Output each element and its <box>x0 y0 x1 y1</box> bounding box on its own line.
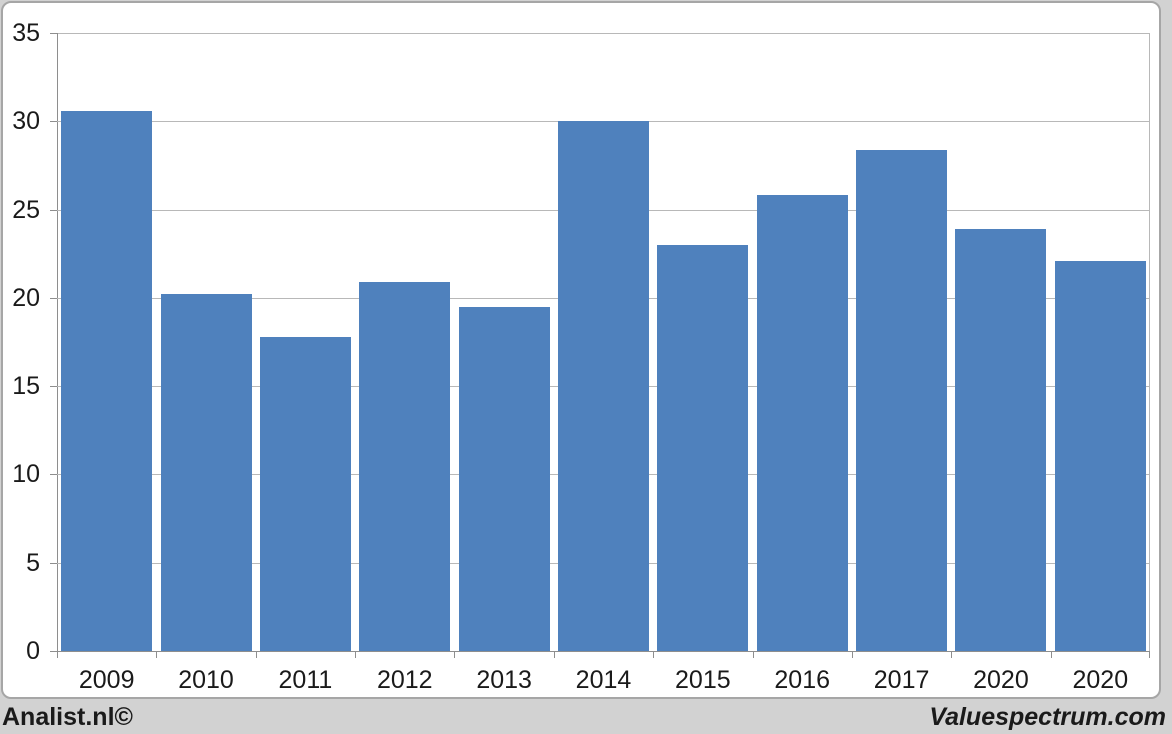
x-axis-label: 2011 <box>278 666 333 694</box>
bar <box>657 244 749 651</box>
x-axis-label: 2020 <box>1072 666 1129 694</box>
y-axis-line <box>57 33 58 652</box>
bar <box>1054 260 1146 651</box>
plot-area: 0 5 10 15 20 25 30 35 2009 2010 2011 2012 2013 2014 20… <box>12 20 1150 694</box>
y-axis-label: 35 <box>12 19 40 47</box>
x-axis-tick <box>753 652 754 658</box>
x-axis-label: 2010 <box>178 666 234 694</box>
x-axis-tick <box>554 652 555 658</box>
y-axis-label: 15 <box>12 372 40 401</box>
bar <box>856 149 948 651</box>
chart-panel: 0 5 10 15 20 25 30 35 2009 2010 2011 2012 2013 2014 20… <box>1 1 1161 699</box>
x-axis-tick <box>653 652 654 658</box>
x-axis-label: 2012 <box>376 666 433 694</box>
bar <box>61 110 153 651</box>
y-axis-tick <box>50 121 57 123</box>
bar <box>558 121 649 651</box>
y-axis-label: 5 <box>26 548 40 577</box>
y-axis-tick <box>50 474 57 476</box>
x-axis-line <box>57 651 1150 652</box>
y-axis-tick <box>50 297 57 299</box>
x-axis-tick <box>454 652 455 658</box>
x-axis-tick <box>355 652 356 658</box>
y-axis-label: 0 <box>26 637 40 665</box>
x-axis-tick <box>1051 652 1052 658</box>
x-axis-tick <box>1149 652 1150 658</box>
plot-border-right <box>1149 33 1150 651</box>
footer-left-brand: Analist.nl© <box>2 703 133 731</box>
footer-right-brand: Valuespectrum.com <box>929 703 1166 731</box>
y-axis-tick <box>50 209 57 211</box>
x-axis-label: 2014 <box>575 666 632 694</box>
x-axis-tick <box>951 652 952 658</box>
bar <box>458 306 550 651</box>
y-axis-tick <box>50 651 57 652</box>
x-axis-label: 2013 <box>476 666 532 694</box>
y-axis-label: 25 <box>12 195 40 224</box>
y-axis-label: 10 <box>12 460 40 489</box>
x-axis-tick <box>852 652 853 658</box>
y-axis-tick <box>50 562 57 564</box>
bar <box>756 195 848 651</box>
x-axis-label: 2015 <box>675 666 731 694</box>
x-axis-tick <box>57 652 58 658</box>
y-axis-tick <box>50 386 57 388</box>
bar <box>359 281 451 651</box>
x-axis-label: 2016 <box>774 666 831 694</box>
x-axis-label: 2009 <box>78 666 135 694</box>
bar <box>955 228 1047 651</box>
x-axis-tick <box>256 652 257 658</box>
x-axis-tick <box>156 652 157 658</box>
x-axis-label: 2017 <box>873 666 930 694</box>
y-axis-tick <box>50 33 57 34</box>
x-axis-label: 2020 <box>973 666 1029 694</box>
bar <box>259 336 351 651</box>
y-axis-label: 30 <box>12 107 40 136</box>
plot-border-top <box>57 33 1150 34</box>
bar <box>160 294 252 651</box>
y-axis-label: 20 <box>12 283 40 312</box>
